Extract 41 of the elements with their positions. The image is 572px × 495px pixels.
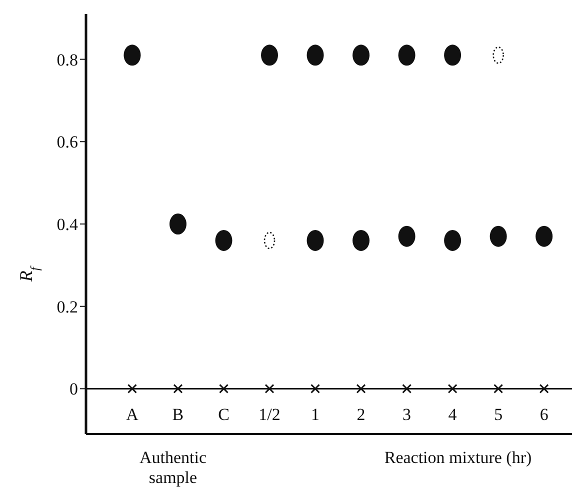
x-tick-label: 1: [311, 405, 320, 424]
text: Authentic sample: [138, 448, 208, 488]
y-tick-label: 0.8: [56, 50, 78, 70]
point: [310, 384, 320, 394]
x-tick-label: B: [172, 405, 184, 424]
x-tick-label: 3: [402, 405, 412, 424]
point: [215, 230, 232, 251]
x-tick-label: A: [126, 405, 140, 424]
point: [169, 214, 186, 234]
point: [306, 44, 324, 66]
x-tick-label: 6: [540, 405, 548, 424]
x-tick-label: 4: [448, 405, 458, 424]
point: [398, 226, 416, 247]
point: [306, 230, 324, 251]
point: [536, 226, 553, 247]
point: [539, 384, 549, 394]
text: Reaction mixture (hr): [383, 448, 533, 468]
point: [490, 226, 507, 247]
point: [127, 384, 137, 394]
point: [444, 44, 462, 66]
point: [398, 44, 416, 66]
point: [352, 230, 370, 251]
point: [124, 44, 141, 66]
point: [356, 384, 366, 394]
point: [444, 230, 462, 251]
y-tick-label: 0.6: [56, 132, 78, 152]
x-tick-label: 5: [494, 405, 503, 424]
x-tick-label: 1/2: [258, 405, 280, 424]
x-tick-label: C: [218, 405, 230, 424]
y-tick-label: 0: [70, 380, 78, 399]
y-tick-label: 0.2: [56, 297, 78, 316]
point: [218, 384, 228, 394]
x-tick-label: 2: [356, 405, 366, 424]
point: [261, 44, 278, 66]
point: [494, 384, 504, 394]
point: [264, 384, 274, 394]
point: [448, 384, 458, 394]
point: [402, 384, 412, 394]
point: [173, 384, 183, 394]
y-tick-label: 0.4: [56, 215, 78, 234]
point: [352, 44, 370, 66]
